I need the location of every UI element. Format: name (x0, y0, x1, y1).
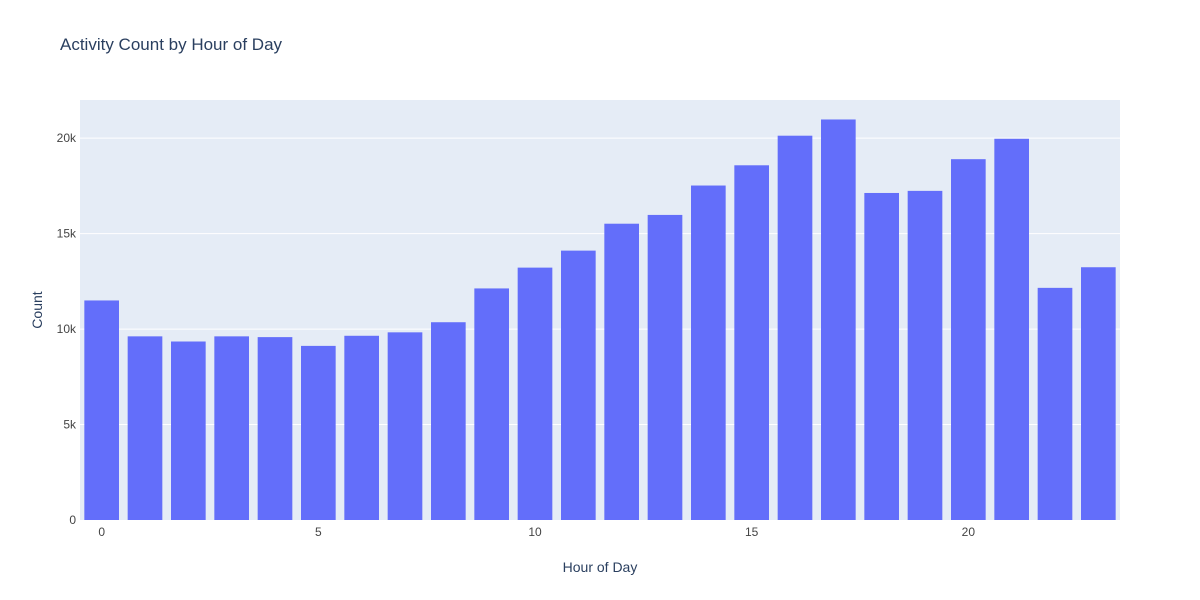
chart-title: Activity Count by Hour of Day (60, 35, 283, 54)
y-tick-label: 5k (63, 418, 77, 432)
bar[interactable] (474, 288, 509, 520)
bar[interactable] (864, 192, 899, 521)
y-tick-label: 15k (57, 227, 77, 241)
bar[interactable] (214, 336, 249, 520)
x-tick-label: 5 (315, 525, 322, 539)
x-axis-label: Hour of Day (563, 559, 638, 575)
y-axis-ticks: 0 5k 10k 15k 20k (57, 131, 77, 527)
bar[interactable] (734, 165, 769, 521)
y-tick-label: 0 (69, 513, 76, 527)
gridlines (80, 137, 1120, 426)
bar[interactable] (821, 119, 856, 521)
bar[interactable] (431, 322, 466, 520)
bar[interactable] (1081, 267, 1116, 520)
bar[interactable] (344, 335, 379, 520)
bar[interactable] (907, 190, 943, 520)
bar[interactable] (1037, 287, 1073, 520)
x-tick-label: 10 (528, 525, 542, 539)
bars (84, 119, 1116, 521)
plot-background (80, 100, 1120, 520)
y-axis-label: Count (29, 291, 45, 328)
x-tick-label: 0 (98, 525, 105, 539)
bar[interactable] (127, 336, 163, 520)
bar[interactable] (517, 267, 553, 520)
bar[interactable] (171, 341, 206, 521)
bar[interactable] (994, 138, 1029, 520)
y-tick-label: 20k (57, 131, 77, 145)
bar[interactable] (561, 250, 596, 521)
bar[interactable] (951, 159, 986, 520)
bar[interactable] (691, 185, 726, 520)
x-tick-label: 15 (745, 525, 759, 539)
bar[interactable] (777, 135, 813, 520)
x-tick-label: 20 (962, 525, 976, 539)
y-tick-label: 10k (57, 322, 77, 336)
bar[interactable] (257, 337, 293, 520)
bar[interactable] (301, 345, 336, 520)
x-axis-ticks: 0 5 10 15 20 (98, 525, 975, 539)
bar[interactable] (387, 332, 423, 520)
bar[interactable] (604, 223, 639, 520)
bar[interactable] (647, 214, 683, 520)
bar[interactable] (84, 300, 119, 520)
